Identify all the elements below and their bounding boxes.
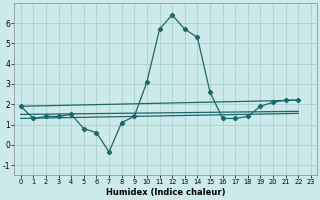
X-axis label: Humidex (Indice chaleur): Humidex (Indice chaleur) — [106, 188, 226, 197]
